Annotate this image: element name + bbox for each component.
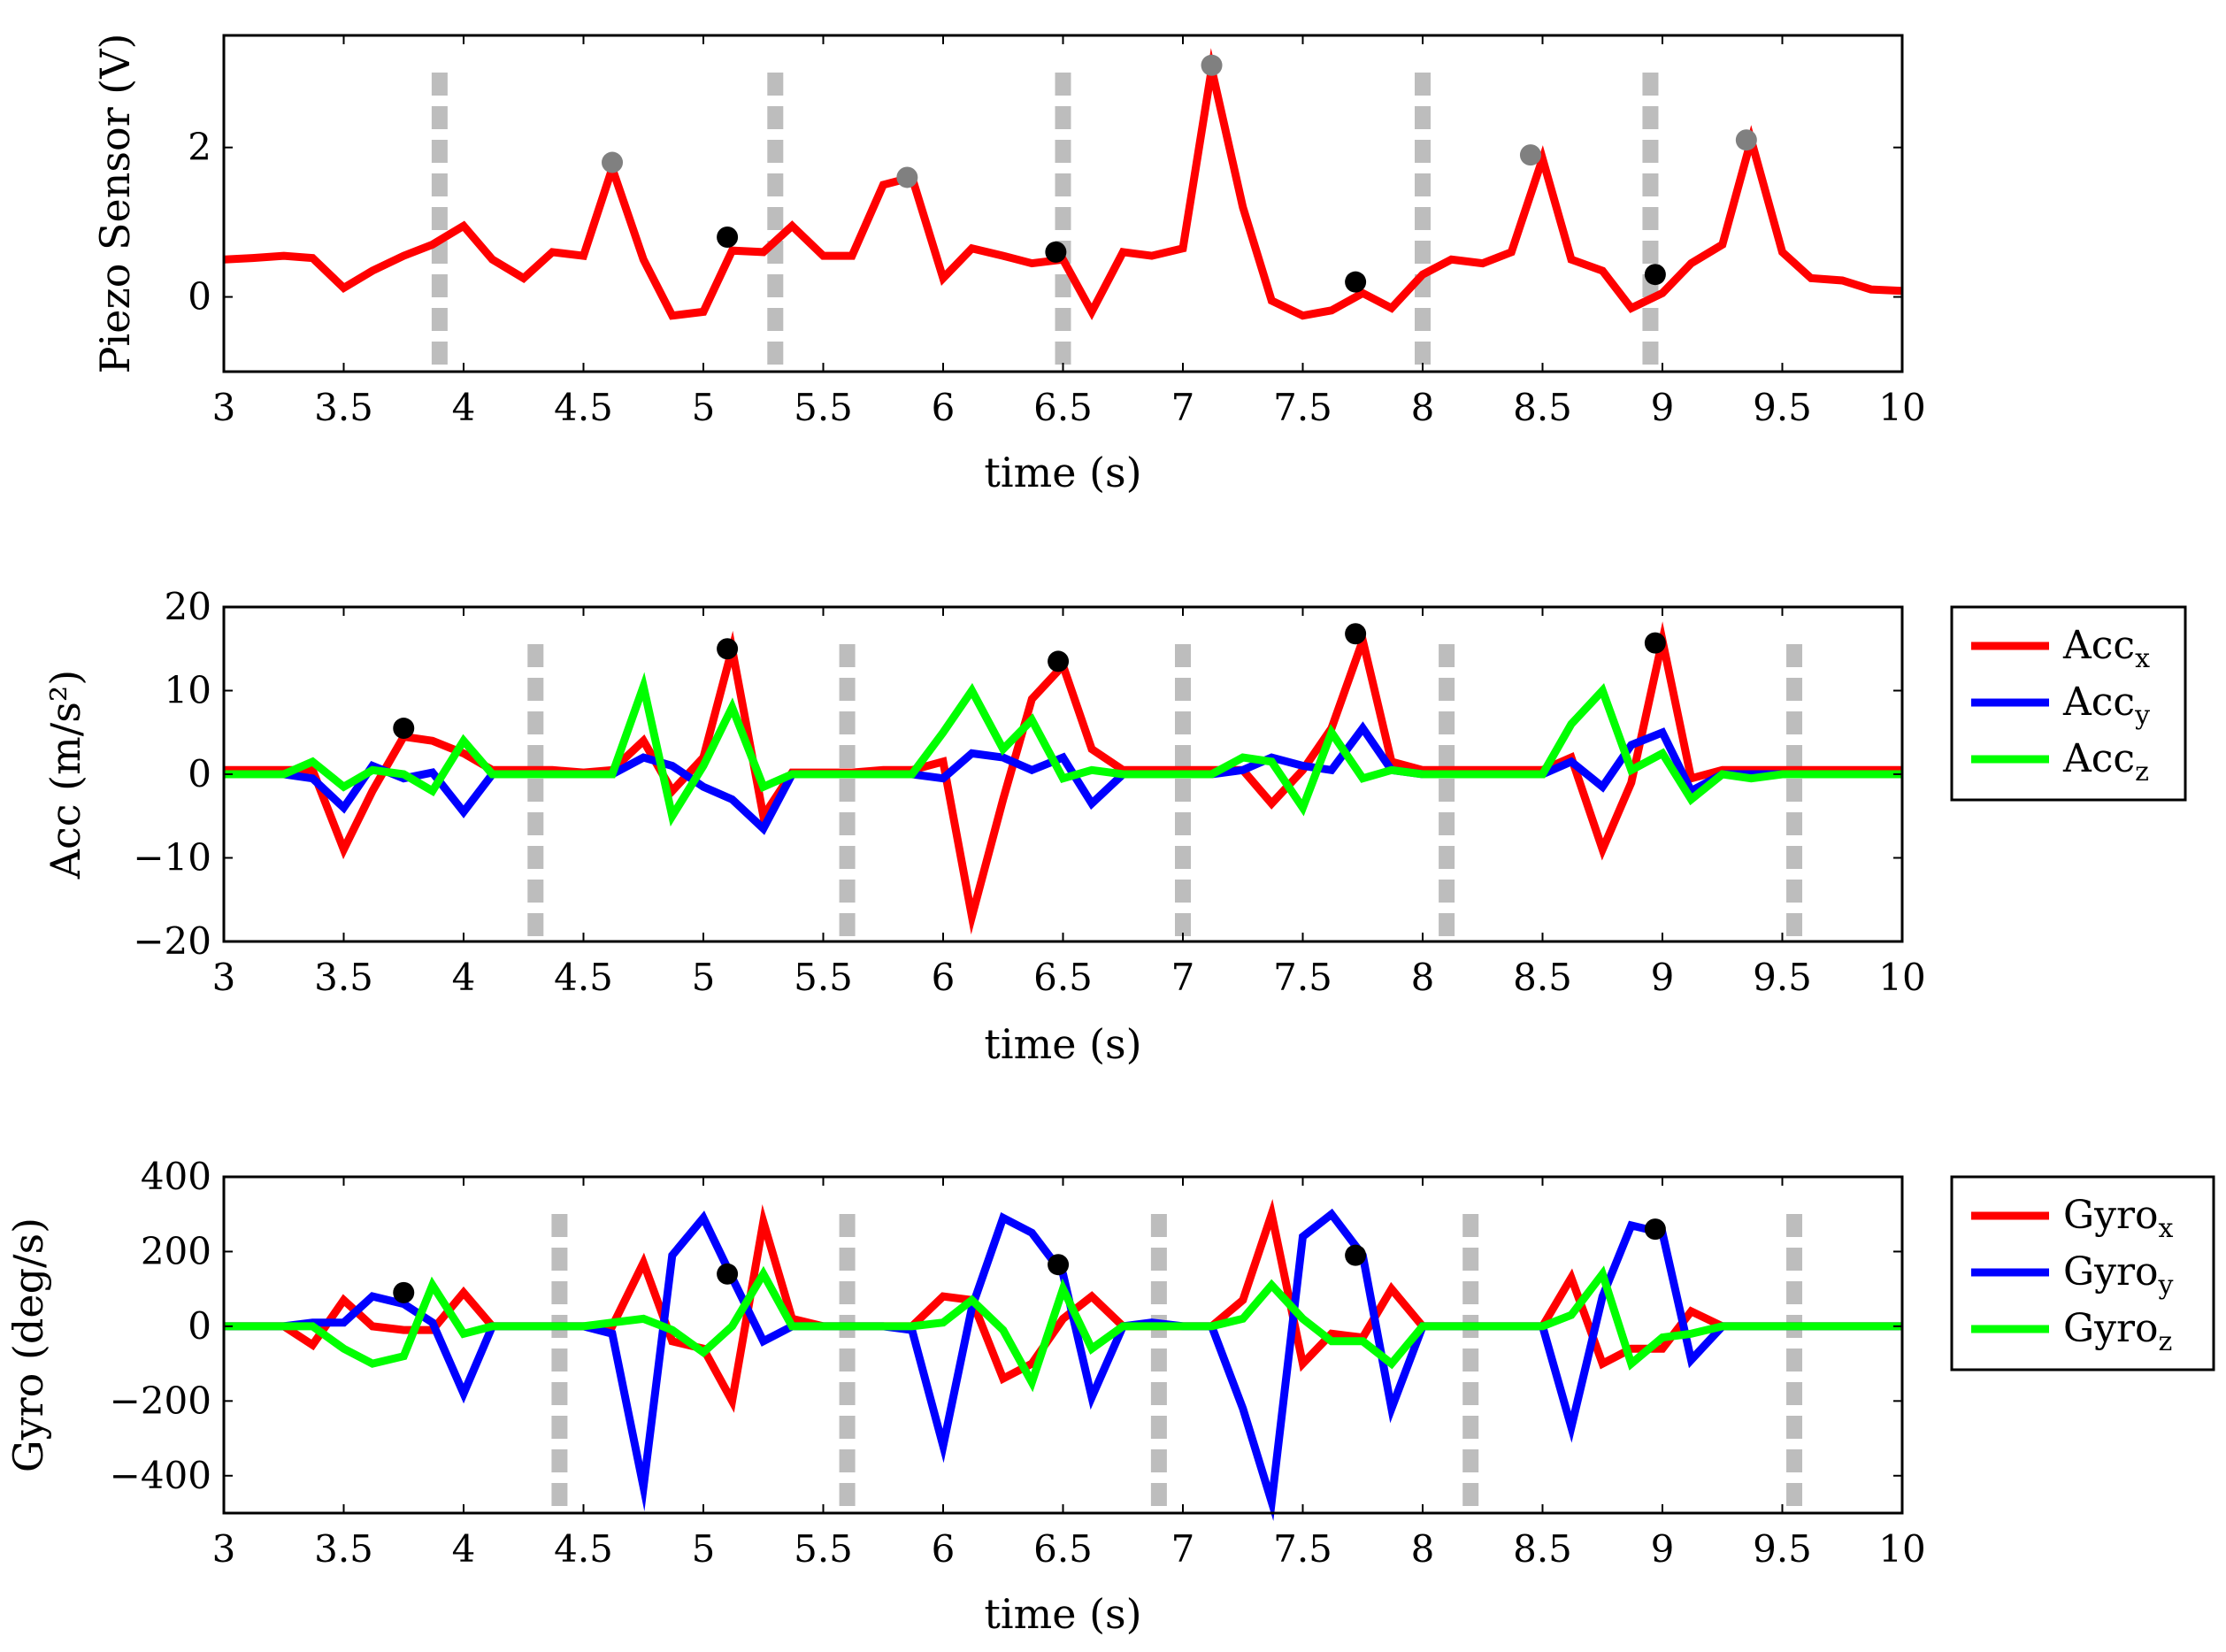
gyro-x-tick-label: 5 [692, 1527, 716, 1571]
piezo-x-tick-label: 8 [1411, 386, 1435, 429]
piezo-x-tick-label: 7 [1171, 386, 1195, 429]
piezo-x-tick-label: 6.5 [1033, 386, 1093, 429]
acc-series [224, 641, 1902, 917]
gyro-peak-marker-2 [717, 1264, 738, 1285]
panel-piezo: 3 3.5 4 4.5 5 5.5 6 6.5 7 7.5 8 8.5 9 9.5 10 0 2 time (… [91, 34, 1926, 496]
piezo-x-tick-label: 5.5 [794, 386, 853, 429]
acc-x-tick-label: 10 [1878, 956, 1925, 999]
acc-x-tick-label: 8 [1411, 956, 1435, 999]
gyro-y-tick-label: 0 [188, 1304, 211, 1348]
gyro-x-tick-label: 9 [1651, 1527, 1675, 1571]
gyro-x-tick-label: 4 [452, 1527, 476, 1571]
acc-x-tick-label: 7.5 [1273, 956, 1332, 999]
acc-y-tick-label: −20 [133, 919, 211, 963]
acc-peak-marker-5 [1645, 633, 1666, 654]
gyro-x-tick-label: 5.5 [794, 1527, 853, 1571]
acc-y-tick-label: 10 [165, 669, 211, 712]
figure-canvas: 3 3.5 4 4.5 5 5.5 6 6.5 7 7.5 8 8.5 9 9.5 10 0 2 time (… [0, 0, 2226, 1652]
piezo-x-tick-label: 10 [1878, 386, 1925, 429]
acc-y-tick-label: 20 [165, 585, 211, 628]
piezo-x-tick-label: 3 [212, 386, 236, 429]
acc-x-tick-label: 6 [932, 956, 956, 999]
gyro-y-axis-label: Gyro (deg/s) [4, 1218, 52, 1472]
piezo-peak-marker-6 [1345, 272, 1366, 293]
piezo-y-tick-label: 0 [188, 275, 211, 319]
acc-x-tick-label: 6.5 [1033, 956, 1093, 999]
piezo-y-tick-label: 2 [188, 126, 211, 169]
acc-x-tick-label: 9.5 [1753, 956, 1812, 999]
piezo-peak-marker-2 [717, 227, 738, 248]
gyro-x-axis-label: time (s) [984, 1590, 1141, 1638]
piezo-peak-marker-3 [896, 166, 917, 188]
piezo-x-tick-label: 6 [932, 386, 956, 429]
gyro-peak-marker-5 [1645, 1218, 1666, 1240]
gyro-legend-label-x: Gyrox [2063, 1193, 2174, 1244]
gyro-peak-marker-4 [1345, 1245, 1366, 1266]
gyro-x-tick-label: 7 [1171, 1527, 1195, 1571]
acc-x-axis-label: time (s) [984, 1020, 1141, 1068]
gyro-x-tick-label: 3 [212, 1527, 236, 1571]
piezo-x-tick-label: 9 [1651, 386, 1675, 429]
acc-x-tick-label: 3.5 [314, 956, 373, 999]
panel-gyro: 3 3.5 4 4.5 5 5.5 6 6.5 7 7.5 8 8.5 9 9.5 10 −400 −200 0… [4, 1155, 2214, 1638]
acc-x-tick-label: 5.5 [794, 956, 853, 999]
piezo-peak-marker-1 [602, 152, 623, 173]
piezo-x-tick-label: 5 [692, 386, 716, 429]
panel-acc: 3 3.5 4 4.5 5 5.5 6 6.5 7 7.5 8 8.5 9 9.5 10 −20 −10 0 10… [42, 585, 2185, 1068]
acc-peak-marker-2 [717, 638, 738, 659]
gyro-x-tick-label: 6 [932, 1527, 956, 1571]
piezo-peak-marker-8 [1645, 264, 1666, 285]
piezo-x-tick-label: 8.5 [1513, 386, 1572, 429]
gyro-peak-marker-1 [393, 1282, 414, 1303]
gyro-y-tick-label: 200 [141, 1229, 211, 1272]
piezo-peak-marker-5 [1201, 55, 1223, 76]
acc-y-tick-label: −10 [133, 836, 211, 880]
acc-peak-marker-3 [1048, 650, 1069, 672]
gyro-x-tick-label: 6.5 [1033, 1527, 1093, 1571]
gyro-legend-label-z: Gyroz [2063, 1306, 2172, 1357]
gyro-x-tick-label: 3.5 [314, 1527, 373, 1571]
gyro-y-tick-label: −400 [110, 1454, 211, 1497]
piezo-x-tick-label: 4 [452, 386, 476, 429]
acc-x-tick-label: 4 [452, 956, 476, 999]
acc-x-tick-label: 7 [1171, 956, 1195, 999]
gyro-legend-label-y: Gyroy [2063, 1249, 2174, 1301]
piezo-x-tick-label: 4.5 [554, 386, 613, 429]
gyro-x-tick-label: 10 [1878, 1527, 1925, 1571]
gyro-x-tick-label: 8 [1411, 1527, 1435, 1571]
gyro-x-tick-label: 7.5 [1273, 1527, 1332, 1571]
piezo-x-tick-label: 3.5 [314, 386, 373, 429]
gyro-x-tick-label: 8.5 [1513, 1527, 1572, 1571]
acc-x-tick-label: 4.5 [554, 956, 613, 999]
piezo-peak-marker-7 [1520, 144, 1541, 165]
gyro-x-tick-label: 4.5 [554, 1527, 613, 1571]
piezo-x-axis-label: time (s) [984, 449, 1141, 496]
acc-x-tick-label: 8.5 [1513, 956, 1572, 999]
acc-peak-marker-4 [1345, 623, 1366, 644]
gyro-x-tick-label: 9.5 [1753, 1527, 1812, 1571]
piezo-peak-marker-4 [1045, 242, 1066, 263]
acc-y-tick-label: 0 [188, 752, 211, 795]
piezo-event-dividers [440, 73, 1651, 373]
gyro-y-tick-label: 400 [141, 1155, 211, 1198]
piezo-peak-marker-9 [1736, 129, 1757, 150]
gyro-peak-marker-3 [1048, 1254, 1069, 1275]
acc-x-tick-label: 5 [692, 956, 716, 999]
piezo-y-axis-label: Piezo Sensor (V) [91, 34, 139, 374]
piezo-x-tick-label: 7.5 [1273, 386, 1332, 429]
acc-x-tick-label: 9 [1651, 956, 1675, 999]
acc-y-axis-label: Acc (m/s²) [42, 670, 89, 880]
acc-x-tick-label: 3 [212, 956, 236, 999]
gyro-y-tick-label: −200 [110, 1379, 211, 1422]
acc-peak-marker-1 [393, 718, 414, 739]
piezo-x-tick-label: 9.5 [1753, 386, 1812, 429]
